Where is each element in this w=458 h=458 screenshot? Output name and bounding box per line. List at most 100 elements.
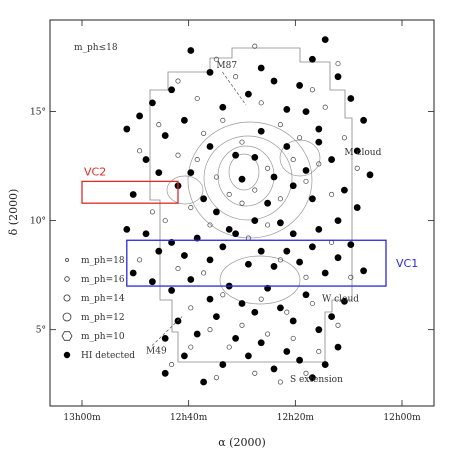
hi-detected-point bbox=[264, 199, 271, 207]
hi-detected-point bbox=[309, 55, 316, 63]
optical-member-point bbox=[188, 204, 194, 211]
y-tick-label: 10° bbox=[30, 217, 46, 227]
optical-member-point bbox=[335, 61, 341, 67]
optical-member-point bbox=[265, 331, 271, 337]
optical-member-point bbox=[277, 379, 283, 385]
hi-detected-point bbox=[366, 171, 374, 179]
hi-detected-point bbox=[270, 173, 278, 181]
hi-detected-point bbox=[245, 352, 252, 360]
optical-member-point bbox=[213, 174, 219, 180]
hi-detected-point bbox=[168, 287, 176, 294]
hi-detected-point bbox=[251, 217, 259, 225]
hi-detected-point bbox=[129, 269, 137, 277]
hi-detected-point bbox=[315, 326, 323, 334]
optical-member-point bbox=[290, 157, 296, 163]
optical-member-point bbox=[175, 266, 181, 272]
y-axis-label: δ (2000) bbox=[7, 189, 20, 236]
legend-marker bbox=[61, 331, 73, 341]
optical-member-point bbox=[284, 309, 290, 315]
hi-detected-point bbox=[289, 182, 297, 190]
optical-member-point bbox=[303, 274, 309, 280]
x-tick-label: 13h00m bbox=[63, 413, 101, 423]
annotation-w-cloud: W cloud bbox=[322, 294, 359, 304]
hi-detected-point bbox=[245, 260, 252, 268]
hi-detected-point bbox=[334, 217, 342, 225]
x-axis-label: α (2000) bbox=[218, 436, 266, 449]
legend-marker bbox=[64, 276, 70, 282]
hi-detected-point bbox=[270, 77, 278, 85]
hi-detected-point bbox=[206, 256, 214, 264]
hi-detected-point bbox=[181, 352, 188, 360]
legend: m_ph=18 m_ph=16 m_ph=14 m_ph=12 m_ph=10 HI de… bbox=[61, 256, 135, 361]
hi-detected-point bbox=[360, 116, 367, 124]
hi-detected-point bbox=[353, 147, 361, 155]
annotation-m-cloud: M cloud bbox=[344, 148, 381, 158]
optical-member-point bbox=[213, 56, 219, 62]
hi-detected-point bbox=[149, 278, 156, 286]
legend-marker bbox=[62, 312, 72, 322]
hi-detected-point bbox=[200, 195, 208, 203]
hi-detected-point bbox=[232, 334, 240, 342]
optical-member-point bbox=[188, 344, 194, 350]
hi-detected-point bbox=[187, 276, 195, 283]
optical-member-point bbox=[252, 43, 258, 49]
hi-detected-point bbox=[341, 186, 348, 194]
vc2-label: VC2 bbox=[84, 165, 106, 178]
hi-detected-point bbox=[200, 378, 208, 386]
optical-member-point bbox=[335, 322, 341, 328]
optical-member-point bbox=[188, 305, 194, 311]
hi-detected-point bbox=[257, 127, 265, 135]
plot-frame bbox=[49, 19, 435, 407]
optical-member-point bbox=[341, 135, 347, 141]
hi-detected-point bbox=[360, 267, 367, 275]
hi-detected-point bbox=[328, 156, 335, 163]
survey-footprint bbox=[149, 47, 353, 363]
optical-member-point bbox=[329, 191, 335, 198]
hi-detected-point bbox=[161, 132, 169, 139]
hi-detected-point bbox=[283, 106, 291, 113]
legend-label: m_ph=16 bbox=[81, 275, 125, 285]
optical-member-point bbox=[137, 148, 143, 154]
optical-member-point bbox=[252, 187, 258, 193]
hi-detected-point bbox=[270, 263, 278, 270]
optical-member-point bbox=[316, 161, 322, 167]
hi-detected-point bbox=[193, 330, 201, 338]
hi-detected-point bbox=[309, 243, 316, 251]
hi-detected-point bbox=[219, 243, 227, 251]
optical-member-point bbox=[265, 222, 271, 228]
annotation-m49: M49 bbox=[146, 347, 167, 357]
hi-detected-point bbox=[219, 361, 227, 368]
hi-detected-point bbox=[270, 365, 278, 373]
contour-2 bbox=[203, 135, 293, 221]
hi-detected-point bbox=[181, 116, 188, 124]
annotation-s-extension: S extension bbox=[290, 375, 343, 385]
hi-detected-point bbox=[347, 95, 355, 102]
x-tick-label: 12h00m bbox=[383, 413, 421, 423]
hi-detected-point bbox=[257, 339, 265, 347]
hi-detected-point bbox=[142, 230, 150, 238]
optical-member-point bbox=[277, 257, 283, 263]
optical-member-point bbox=[156, 122, 162, 128]
hi-detected-point bbox=[341, 297, 348, 305]
optical-member-point bbox=[297, 135, 303, 141]
hi-detected-point bbox=[251, 153, 259, 161]
hi-detected-point bbox=[283, 143, 291, 150]
hi-detected-point bbox=[142, 156, 150, 163]
optical-member-point bbox=[175, 152, 181, 158]
hi-detected-point bbox=[257, 247, 265, 255]
hi-detected-point bbox=[155, 169, 163, 177]
optical-member-point bbox=[207, 222, 213, 228]
hi-detected-point bbox=[309, 195, 316, 203]
hi-detected-point bbox=[296, 258, 303, 266]
hi-detected-point bbox=[161, 334, 169, 342]
hi-detected-point bbox=[334, 254, 342, 262]
hi-detected-point bbox=[321, 269, 329, 277]
optical-member-point bbox=[175, 78, 181, 84]
hi-detected-point bbox=[206, 68, 214, 76]
optical-member-point bbox=[265, 165, 271, 171]
optical-member-point bbox=[239, 139, 245, 145]
m49-leader-line bbox=[151, 316, 183, 346]
hi-detected-point bbox=[347, 241, 355, 249]
optical-member-point bbox=[309, 87, 315, 93]
